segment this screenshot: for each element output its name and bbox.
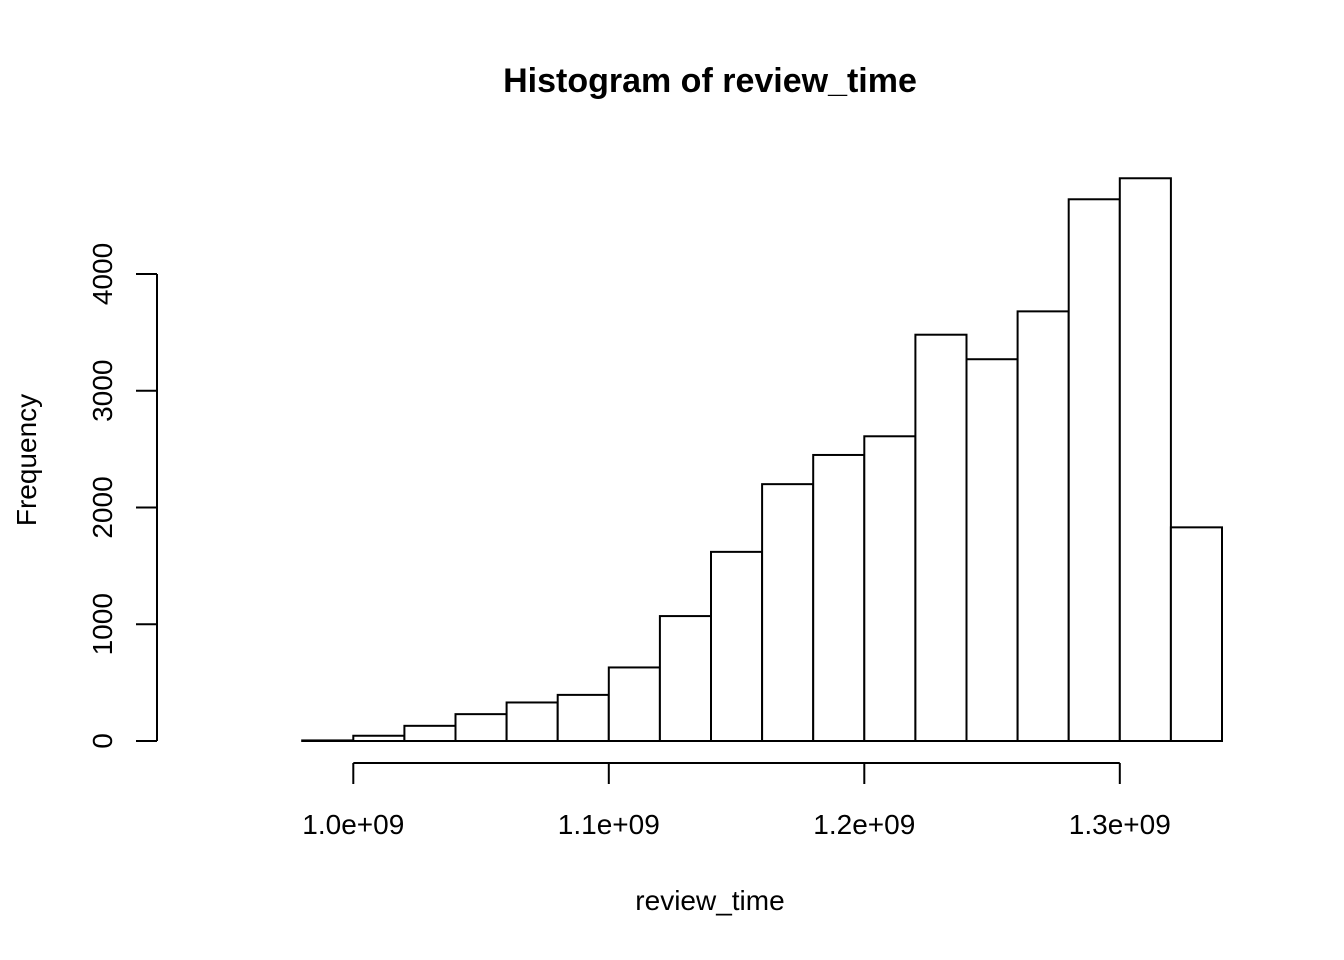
y-tick-label-4: 3000 [87, 360, 118, 422]
histogram-bar-12 [812, 453, 866, 742]
histogram-bar-7 [556, 693, 610, 742]
x-axis-label: review_time [635, 885, 784, 916]
histogram-bar-16 [1016, 310, 1070, 742]
histogram-bar-19 [1169, 526, 1224, 742]
histogram-bar-10 [710, 550, 764, 742]
y-tick-label-5: 4000 [87, 243, 118, 305]
histogram-bar-5 [454, 713, 508, 743]
histogram-bar-4 [403, 724, 457, 743]
x-tick-label-1: 1.0e+09 [302, 809, 404, 840]
y-tick-label-1: 0 [87, 733, 118, 749]
histogram-bar-17 [1067, 198, 1121, 742]
chart-title: Histogram of review_time [503, 62, 917, 100]
y-axis: 0 1000 2000 3000 4000 [87, 243, 158, 749]
histogram-bar-9 [658, 615, 713, 743]
histogram-bar-8 [607, 666, 661, 743]
histogram-bar-15 [965, 358, 1019, 742]
y-axis-label: Frequency [11, 394, 42, 526]
bars-group [301, 177, 1224, 743]
histogram-bar-2 [301, 739, 355, 743]
histogram-bar-3 [352, 734, 406, 743]
histogram-bar-14 [914, 333, 968, 742]
x-tick-label-4: 1.3e+09 [1069, 809, 1171, 840]
x-axis: 1.0e+09 1.1e+09 1.2e+09 1.3e+09 [302, 762, 1171, 840]
histogram-bar-11 [761, 483, 815, 742]
histogram-bar-6 [505, 701, 559, 742]
y-tick-label-2: 1000 [87, 593, 118, 655]
x-tick-label-3: 1.2e+09 [813, 809, 915, 840]
histogram-bar-13 [863, 435, 917, 742]
histogram-bar-18 [1118, 177, 1172, 742]
x-tick-label-2: 1.1e+09 [558, 809, 660, 840]
y-tick-label-3: 2000 [87, 476, 118, 538]
